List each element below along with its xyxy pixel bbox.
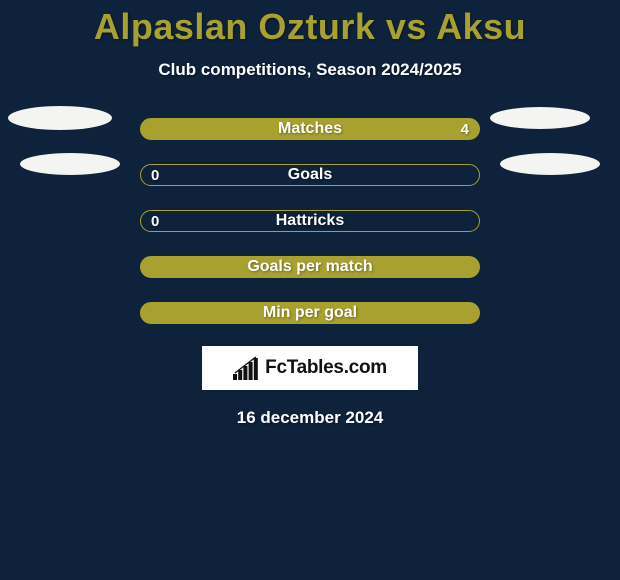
stat-label: Goals per match	[247, 258, 372, 276]
stat-bar: 0 Hattricks	[140, 210, 480, 232]
stat-right-value: 4	[461, 121, 469, 138]
stat-left-value: 0	[151, 213, 159, 230]
stat-label: Goals	[288, 166, 332, 184]
stat-row: Matches 4	[0, 118, 620, 140]
footer-logo: FcTables.com	[202, 346, 418, 390]
logo-text: FcTables.com	[265, 357, 387, 379]
page-title: Alpaslan Ozturk vs Aksu	[94, 6, 526, 48]
infographic-content: Alpaslan Ozturk vs Aksu Club competition…	[0, 0, 620, 580]
date-text: 16 december 2024	[237, 408, 384, 428]
stat-label: Hattricks	[276, 212, 344, 230]
stat-left-value: 0	[151, 167, 159, 184]
bar-chart-icon	[233, 356, 261, 380]
left-ellipse	[8, 106, 112, 130]
subtitle: Club competitions, Season 2024/2025	[158, 60, 461, 80]
stat-rows: Matches 4 0 Goals 0 Hattricks Goals per match M…	[0, 118, 620, 324]
stat-row: Min per goal	[0, 302, 620, 324]
stat-bar: Goals per match	[140, 256, 480, 278]
left-ellipse	[20, 153, 120, 175]
stat-row: Goals per match	[0, 256, 620, 278]
right-ellipse	[490, 107, 590, 129]
stat-row: 0 Goals	[0, 164, 620, 186]
stat-bar: Matches 4	[140, 118, 480, 140]
stat-row: 0 Hattricks	[0, 210, 620, 232]
stat-bar: Min per goal	[140, 302, 480, 324]
stat-label: Matches	[278, 120, 342, 138]
stat-bar: 0 Goals	[140, 164, 480, 186]
stat-label: Min per goal	[263, 304, 357, 322]
right-ellipse	[500, 153, 600, 175]
